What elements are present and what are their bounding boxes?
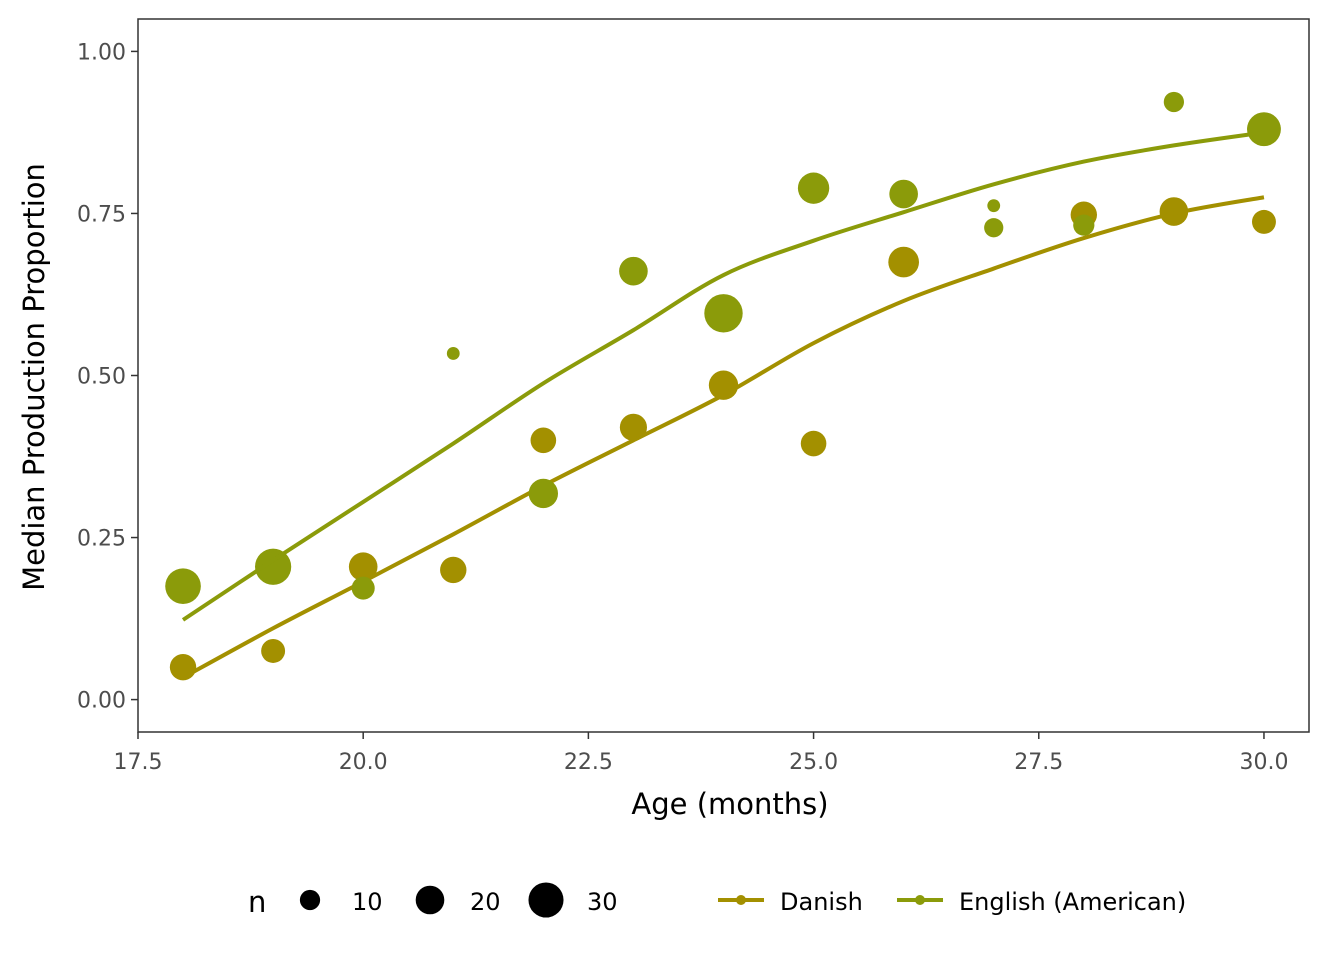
x-axis: 17.5 20.0 22.5 25.0 27.5 30.0	[114, 732, 1288, 775]
english-american-point	[984, 218, 1004, 238]
size-legend-key	[528, 882, 564, 918]
legend: n 10 20 30 Danish English (American)	[248, 882, 1186, 919]
size-legend-key	[299, 889, 321, 911]
english-american-point	[1073, 214, 1095, 236]
danish-point	[1251, 209, 1276, 234]
size-legend-label: 10	[352, 888, 383, 916]
english-american-point	[889, 179, 918, 209]
danish-point	[348, 552, 378, 582]
english-american-smooth-line	[181, 130, 1265, 622]
danish-point	[888, 246, 920, 278]
english-american-point	[619, 256, 648, 286]
y-tick-label: 0.75	[77, 202, 126, 227]
size-legend-key	[415, 885, 445, 915]
y-tick-label: 0.00	[77, 689, 126, 714]
english-american-point	[446, 347, 460, 360]
x-tick-label: 27.5	[1014, 750, 1063, 775]
y-axis: 0.00 0.25 0.50 0.75 1.00	[77, 40, 138, 714]
danish-point	[619, 413, 647, 441]
x-tick-label: 22.5	[564, 750, 613, 775]
english-american-point	[1247, 112, 1281, 147]
english-american-point	[351, 576, 375, 600]
x-tick-label: 30.0	[1239, 750, 1288, 775]
x-tick-label: 20.0	[339, 750, 388, 775]
english-american-point	[1163, 91, 1185, 113]
color-legend-key-dot	[736, 895, 746, 905]
color-legend-label: Danish	[780, 888, 863, 916]
danish-point	[530, 427, 557, 454]
danish-point	[261, 639, 286, 663]
english-american-point	[165, 568, 201, 604]
size-legend-items: 10 20 30	[299, 882, 618, 918]
english-american-point	[987, 199, 1001, 213]
size-legend-label: 30	[587, 888, 618, 916]
y-axis-title: Median Production Proportion	[17, 163, 51, 591]
danish-point	[800, 430, 827, 457]
color-legend-items: Danish English (American)	[718, 888, 1186, 916]
danish-point	[440, 556, 467, 584]
color-legend-label: English (American)	[959, 888, 1186, 916]
series-english-american	[165, 91, 1281, 622]
english-american-point	[704, 294, 743, 333]
english-american-point	[797, 172, 830, 204]
color-legend-key-dot	[915, 895, 925, 905]
x-tick-label: 25.0	[789, 750, 838, 775]
x-tick-label: 17.5	[114, 750, 163, 775]
size-legend-label: 20	[470, 888, 501, 916]
x-axis-title: Age (months)	[631, 787, 828, 821]
size-legend-title: n	[248, 885, 266, 919]
y-tick-label: 0.25	[77, 527, 126, 552]
y-tick-label: 0.50	[77, 365, 126, 390]
y-tick-label: 1.00	[77, 40, 126, 65]
english-american-point	[528, 478, 559, 509]
english-american-point	[255, 548, 292, 585]
series-layer	[165, 91, 1281, 681]
